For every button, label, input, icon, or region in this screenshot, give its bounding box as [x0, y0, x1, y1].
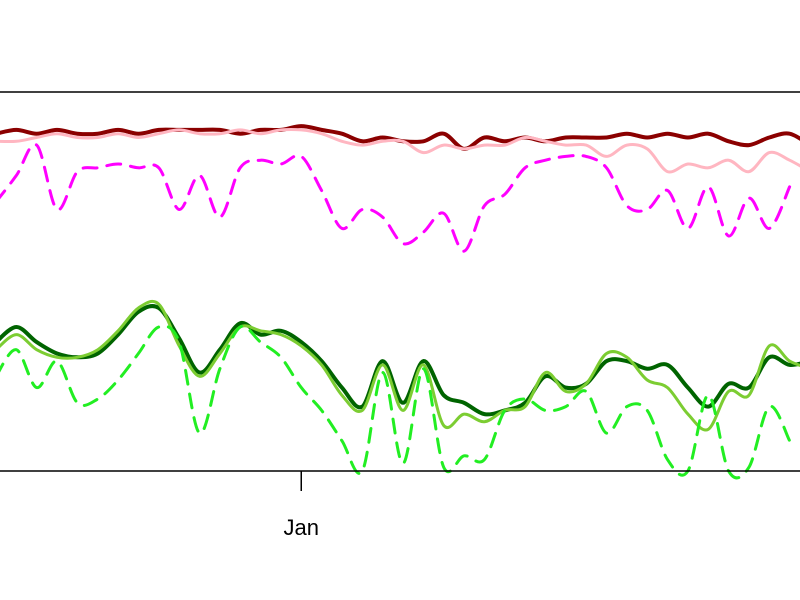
series-line-2 [0, 127, 800, 174]
series-line-3 [0, 142, 792, 253]
plot-frame [0, 91, 800, 472]
series-line-4 [0, 304, 800, 417]
series-line-1 [0, 124, 800, 151]
x-tick-label-1: Jan [284, 515, 319, 540]
series-line-6 [0, 324, 792, 480]
series-layer [0, 124, 800, 480]
series-line-5 [0, 299, 800, 432]
x-axis-ticks: Jan [284, 471, 319, 540]
